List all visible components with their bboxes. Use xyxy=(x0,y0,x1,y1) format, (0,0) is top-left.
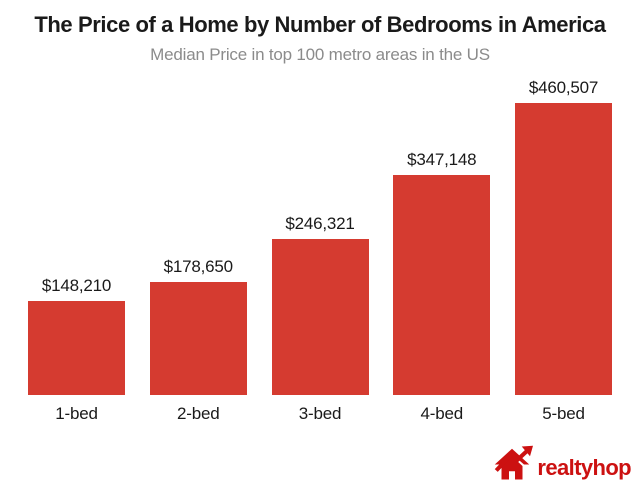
bar-value-label-5-bed: $460,507 xyxy=(528,78,599,97)
bar-category-label-3-bed: 3-bed xyxy=(298,404,342,423)
bar-1-bed xyxy=(28,301,125,395)
bar-4-bed xyxy=(393,175,491,395)
bar-2-bed xyxy=(149,282,247,395)
bar-category-label-5-bed: 5-bed xyxy=(542,404,585,423)
chart-subtitle: Median Price in top 100 metro areas in t… xyxy=(150,45,490,64)
chart-title: The Price of a Home by Number of Bedroom… xyxy=(34,12,606,37)
bar-group-3-bed: $246,321 3-bed xyxy=(271,213,369,423)
infographic: The Price of a Home by Number of Bedroom… xyxy=(0,9,640,480)
bar-group-1-bed: $148,210 1-bed xyxy=(28,275,125,423)
bar-5-bed xyxy=(515,103,612,395)
bar-value-label-1-bed: $148,210 xyxy=(41,276,112,295)
bar-chart: $148,210 1-bed $178,650 2-bed $246,321 3-bed $… xyxy=(0,77,640,423)
realtyhop-logo-text: realtyhop xyxy=(537,455,631,480)
bar-category-label-4-bed: 4-bed xyxy=(420,404,464,423)
bar-value-label-2-bed: $178,650 xyxy=(163,257,234,276)
bar-category-label-1-bed: 1-bed xyxy=(55,404,98,423)
house-with-rising-arrow-icon xyxy=(495,445,534,480)
bar-category-label-2-bed: 2-bed xyxy=(177,404,220,423)
bar-value-label-4-bed: $347,148 xyxy=(407,150,477,169)
bar-group-4-bed: $347,148 4-bed xyxy=(393,149,491,423)
bar-group-2-bed: $178,650 2-bed xyxy=(149,256,247,423)
bar-value-label-3-bed: $246,321 xyxy=(285,214,355,233)
bar-group-5-bed: $460,507 5-bed xyxy=(515,77,612,423)
realtyhop-logo: realtyhop xyxy=(494,445,632,481)
bar-3-bed xyxy=(271,239,369,395)
